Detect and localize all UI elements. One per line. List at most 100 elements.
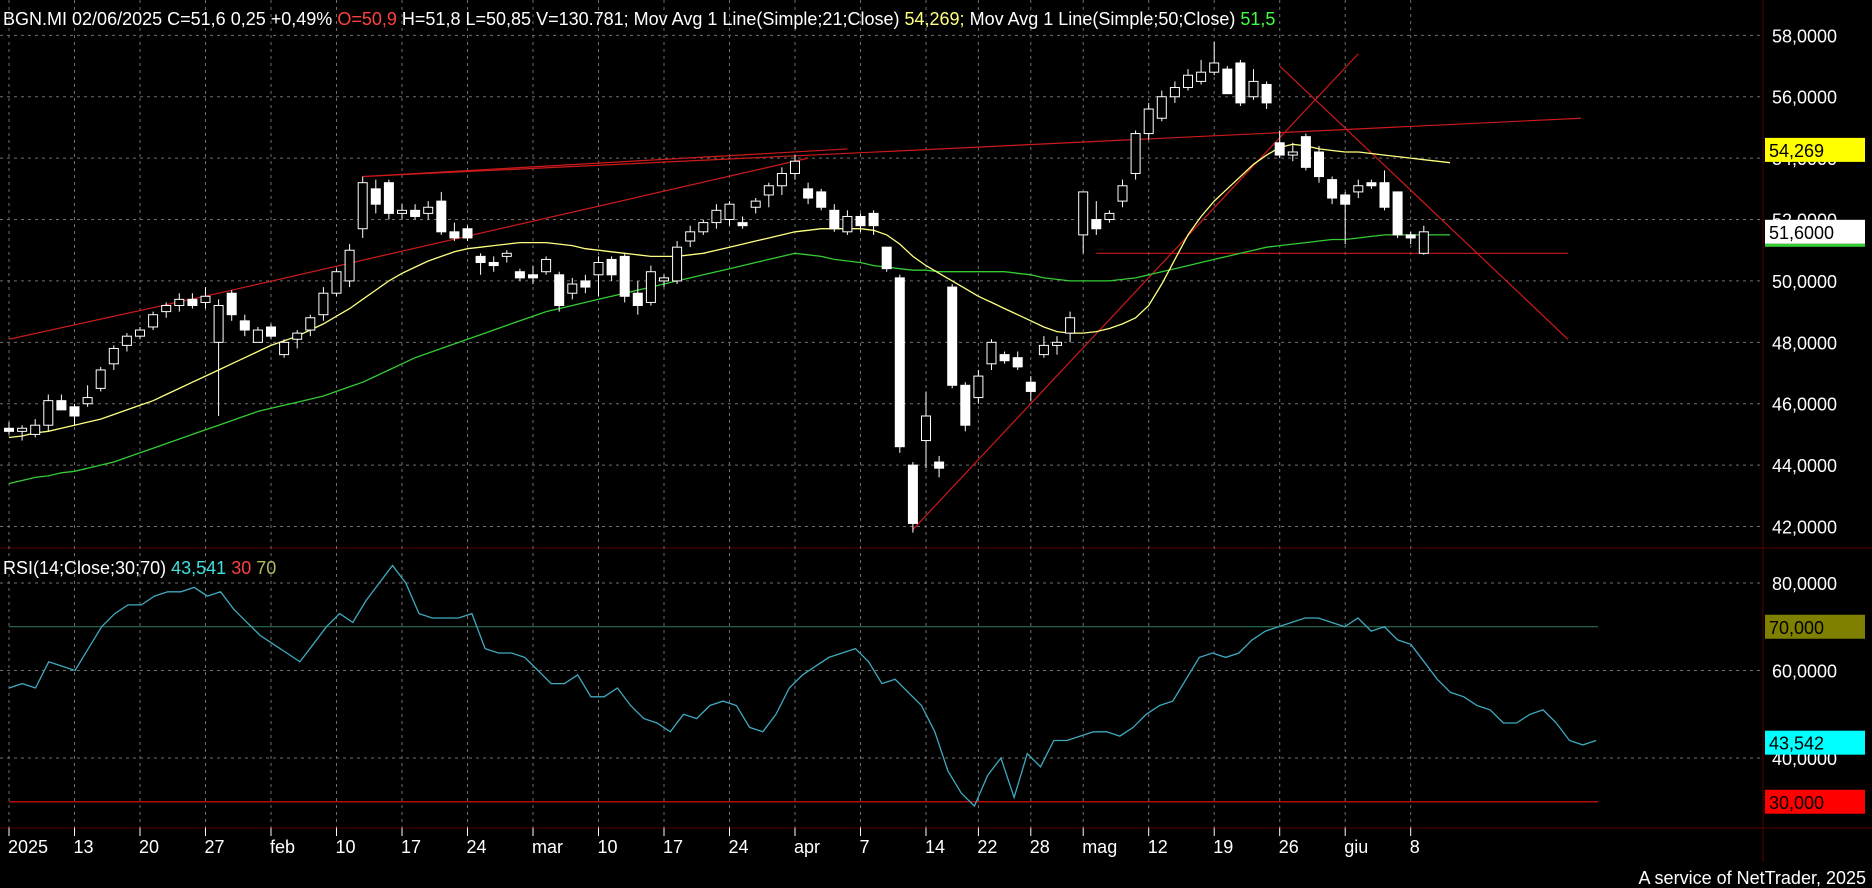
candle-body: [1169, 87, 1180, 98]
candle-body: [17, 427, 28, 432]
time-tick-label: feb: [270, 837, 295, 857]
candle-body: [685, 231, 696, 242]
candle-body: [187, 298, 198, 306]
candle-body: [593, 262, 604, 276]
candle-body: [1143, 108, 1154, 135]
candle-body: [829, 209, 840, 230]
candle-body: [790, 160, 800, 174]
candle-body: [567, 283, 578, 294]
badge-text: 70,000: [1769, 618, 1824, 638]
time-tick-label: 14: [925, 837, 945, 857]
candle-body: [1012, 357, 1023, 368]
header-ma21-value: 54,269;: [905, 9, 965, 29]
time-tick-label: 24: [729, 837, 749, 857]
candle-body: [108, 347, 119, 365]
candle-body: [488, 262, 499, 267]
time-tick-label: 26: [1279, 837, 1299, 857]
moving-average-layer: [8, 143, 1451, 485]
candle-body: [252, 329, 263, 343]
candle-body: [344, 249, 355, 282]
axis-layer: 58,000056,000054,000052,000050,000048,00…: [8, 26, 1865, 857]
header-symbol: BGN.MI: [3, 9, 67, 29]
candle-body: [659, 277, 669, 282]
candle-body: [135, 329, 145, 337]
time-tick-label: 20: [139, 837, 159, 857]
candle-body: [239, 320, 250, 331]
price-header: BGN.MI 02/06/2025 C=51,6 0,25 +0,49% O=5…: [3, 9, 1275, 29]
price-last-value-badge: 51,6000: [1765, 219, 1865, 247]
time-tick-label: apr: [794, 837, 820, 857]
header-volume: V=130.781;: [536, 9, 629, 29]
candle-body: [986, 341, 997, 365]
candle-body: [999, 354, 1010, 362]
candle-body: [4, 427, 14, 432]
candle-body: [292, 332, 303, 340]
candle-body: [776, 172, 787, 187]
ma21-line: [8, 143, 1451, 439]
badge-bg: [1765, 789, 1865, 814]
rsi-header-label: RSI(14;Close;30;70): [3, 558, 166, 578]
rsi-layer: [8, 564, 1598, 808]
badge-bg: [1765, 614, 1865, 639]
grid-layer: [0, 0, 1762, 828]
candle-body: [1287, 151, 1298, 156]
badge-underline: [1765, 243, 1865, 247]
time-tick-label: 10: [598, 837, 618, 857]
candle-body: [82, 397, 93, 405]
candle-body: [934, 461, 945, 469]
trendline: [8, 292, 219, 340]
candle-body: [383, 182, 394, 214]
rsi-line: [8, 564, 1597, 808]
candle-body: [907, 464, 918, 524]
candle-body: [121, 335, 132, 346]
candle-body: [462, 228, 473, 239]
candle-body: [305, 317, 316, 331]
candle-body: [1117, 185, 1128, 202]
rsi-tick-label: 80,0000: [1772, 574, 1837, 594]
candle-body: [554, 274, 565, 306]
candle-body: [1078, 191, 1089, 236]
candle-body: [619, 255, 630, 297]
candle-body: [410, 209, 421, 217]
candle-body: [161, 304, 172, 313]
candle-body: [56, 400, 67, 411]
candle-body: [1065, 317, 1076, 334]
candle-body: [436, 200, 447, 233]
candle-body: [43, 400, 54, 426]
badge-text: 43,542: [1769, 734, 1824, 754]
candle-body: [894, 277, 905, 448]
rsi-header-value: 43,541: [171, 558, 226, 578]
time-tick-label: 19: [1213, 837, 1233, 857]
candle-body: [1340, 194, 1351, 205]
candle-body: [514, 271, 525, 279]
candle-body: [947, 286, 958, 386]
header-ma21-label: Mov Avg 1 Line(Simple;21;Close): [634, 9, 900, 29]
candle-body: [1248, 80, 1259, 98]
candle-body: [1183, 74, 1193, 89]
candle-body: [1052, 341, 1062, 346]
candle-body: [266, 326, 276, 337]
candle-body: [501, 252, 512, 257]
candle-body: [1327, 179, 1338, 199]
candle-body: [881, 246, 892, 270]
header-low: L=50,85: [465, 9, 531, 29]
candle-body: [475, 255, 486, 264]
header-high: H=51,8: [402, 9, 461, 29]
candle-body: [174, 298, 185, 306]
price-tick-label: 44,0000: [1772, 456, 1837, 476]
candle-body: [69, 406, 80, 417]
candle-body: [580, 280, 591, 288]
candle-body: [1235, 62, 1246, 104]
time-tick-label: 2025: [8, 837, 48, 857]
ma50-line: [8, 234, 1450, 485]
candle-body: [672, 246, 683, 282]
candle-body: [449, 231, 460, 239]
time-tick-label: 7: [860, 837, 870, 857]
candle-body: [1392, 191, 1403, 236]
candle-body: [763, 185, 774, 196]
trendline: [362, 117, 1582, 178]
badge-text: 51,6000: [1769, 223, 1834, 243]
trendline: [912, 53, 1359, 530]
candle-body: [1025, 381, 1036, 392]
